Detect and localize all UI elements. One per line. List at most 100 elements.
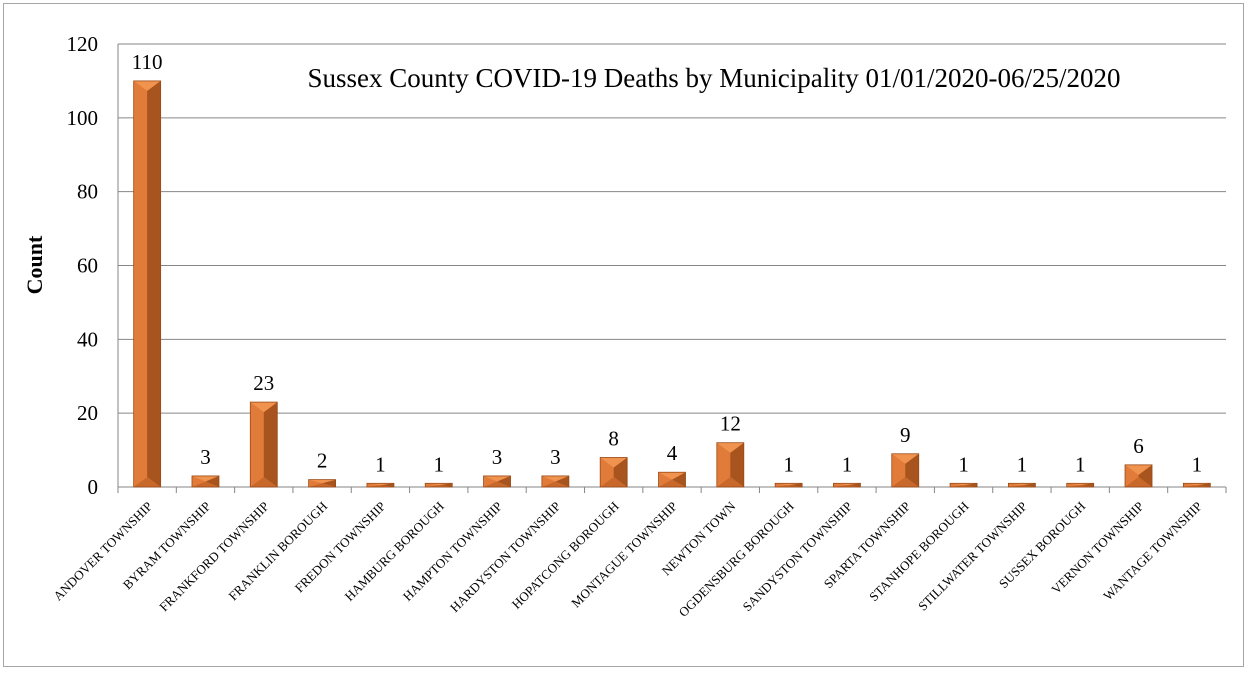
bar xyxy=(658,471,686,488)
y-tick-label: 120 xyxy=(67,32,99,56)
bar-base xyxy=(775,485,803,487)
bar-cap xyxy=(1183,483,1211,486)
bar-base xyxy=(541,481,569,487)
bar-outline xyxy=(366,482,395,488)
bar-shade xyxy=(905,453,919,487)
x-category-label: FRANKFORD TOWNSHIP xyxy=(156,499,272,615)
bar-cap xyxy=(1125,464,1153,475)
bar-cap xyxy=(658,472,686,480)
x-category-label: HAMPTON TOWNSHIP xyxy=(400,499,505,604)
bar xyxy=(833,482,861,488)
bar xyxy=(249,401,278,488)
x-category-label: SANDYSTON TOWNSHIP xyxy=(739,499,855,615)
data-label: 1 xyxy=(783,452,794,476)
bar-cap xyxy=(950,483,978,486)
bar-shade xyxy=(730,442,744,487)
bar-outline xyxy=(308,479,337,488)
data-label: 12 xyxy=(720,412,741,436)
bar-shade xyxy=(963,483,978,487)
bar-outline xyxy=(1007,482,1036,488)
bar-outline xyxy=(191,475,220,488)
bar-cap xyxy=(541,475,569,482)
data-label: 1 xyxy=(375,452,386,476)
bar-cap xyxy=(716,442,744,453)
bar-base xyxy=(716,477,744,487)
bar xyxy=(191,475,220,488)
x-category-label: STANHOPE BOROUGH xyxy=(866,499,972,605)
bar-shade xyxy=(1138,464,1153,487)
bar-base xyxy=(600,477,628,487)
bar xyxy=(949,482,978,488)
x-category-label: FRANKLIN BOROUGH xyxy=(225,499,330,604)
bar-outline xyxy=(949,482,978,488)
y-tick-label: 40 xyxy=(77,327,98,351)
bar xyxy=(1066,482,1095,488)
bar-cap xyxy=(891,453,919,464)
bar-base xyxy=(1008,485,1036,487)
bar-shade xyxy=(147,80,161,488)
data-label: 2 xyxy=(317,449,328,473)
bar-outline xyxy=(716,442,745,488)
bar xyxy=(541,475,570,488)
bar-outline xyxy=(1124,464,1153,488)
y-tick-label: 80 xyxy=(77,180,98,204)
bar-outline xyxy=(1066,482,1095,488)
bar-shade xyxy=(672,472,686,487)
data-label: 1 xyxy=(1192,452,1203,476)
bar-cap xyxy=(425,483,453,486)
x-category-label: MONTAGUE TOWNSHIP xyxy=(568,499,680,611)
x-category-label: HAMBURG BOROUGH xyxy=(341,499,446,604)
bar xyxy=(774,482,803,488)
x-category-label: HARDYSTON TOWNSHIP xyxy=(447,499,564,616)
data-label: 1 xyxy=(958,452,969,476)
bar-shade xyxy=(263,402,278,487)
bar-cap xyxy=(1066,483,1094,486)
data-label: 1 xyxy=(1075,452,1086,476)
bar xyxy=(891,453,920,488)
bar-cap xyxy=(191,475,219,482)
bar-outline xyxy=(133,80,162,488)
bar-cap xyxy=(775,483,803,486)
bar-outline xyxy=(541,475,570,488)
bar-cap xyxy=(833,483,861,486)
data-label: 23 xyxy=(253,371,274,395)
bar-shade xyxy=(613,457,628,487)
bar xyxy=(599,457,628,488)
bar-shade xyxy=(205,475,219,487)
bar-cap xyxy=(250,402,278,413)
data-label: 1 xyxy=(842,452,853,476)
data-label: 3 xyxy=(492,445,503,469)
data-label: 1 xyxy=(433,452,444,476)
bar-cap xyxy=(308,479,336,484)
x-category-label: WANTAGE TOWNSHIP xyxy=(1100,499,1205,604)
bar-shade xyxy=(497,475,511,487)
x-category-label: OGDENSBURG BOROUGH xyxy=(676,499,797,620)
gridlines xyxy=(117,43,1227,493)
bar-base xyxy=(891,477,919,487)
y-tick-label: 0 xyxy=(88,475,99,499)
bar-base xyxy=(191,481,219,487)
data-label: 3 xyxy=(200,445,211,469)
x-category-label: STILLWATER TOWNSHIP xyxy=(915,499,1030,614)
bar-base xyxy=(250,477,278,487)
y-tick-label: 100 xyxy=(67,106,99,130)
bar-base xyxy=(950,485,978,487)
y-tick-label: 60 xyxy=(77,254,98,278)
bar-base xyxy=(366,485,394,487)
y-axis-tick-labels: 0 20 40 60 80 100 120 xyxy=(67,32,99,499)
y-tick-label: 20 xyxy=(77,401,98,425)
bar-outline xyxy=(658,471,686,488)
data-label: 9 xyxy=(900,423,911,447)
bar-base xyxy=(483,481,511,487)
bar-shade xyxy=(380,483,394,487)
bar-outline xyxy=(891,453,920,488)
bar-outline xyxy=(483,475,511,488)
bar-shade xyxy=(1080,483,1094,487)
bar xyxy=(308,479,337,488)
bar xyxy=(366,482,395,488)
bar-shade xyxy=(1021,483,1036,487)
bar-shade xyxy=(1196,483,1211,487)
